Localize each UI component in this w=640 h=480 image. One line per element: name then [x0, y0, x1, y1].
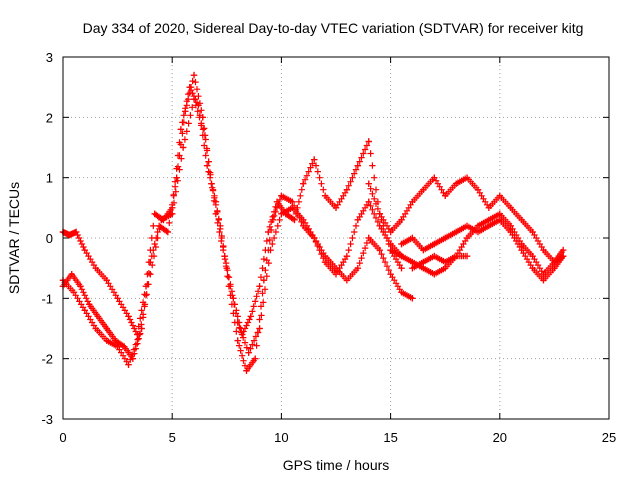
y-tick-label: 0 — [46, 231, 53, 246]
series-trace-4 — [365, 174, 567, 266]
x-axis-label: GPS time / hours — [283, 457, 390, 473]
x-ticks: 0 5 10 15 20 25 — [59, 57, 616, 445]
grid — [63, 57, 609, 419]
series-trace-marks — [365, 174, 567, 266]
y-axis-label: SDTVAR / TECUs — [6, 182, 22, 294]
series-trace-marks — [398, 216, 567, 284]
series-trace-1 — [59, 83, 405, 338]
x-tick-label: 20 — [493, 430, 507, 445]
y-tick-label: 1 — [46, 171, 53, 186]
x-tick-label: 10 — [274, 430, 288, 445]
x-tick-label: 5 — [169, 430, 176, 445]
series-trace-marks — [59, 96, 416, 368]
series-trace-marks — [59, 84, 405, 338]
y-tick-label: 2 — [46, 110, 53, 125]
series-trace-6 — [398, 216, 567, 284]
y-tick-label: -2 — [41, 352, 53, 367]
y-tick-label: -3 — [41, 412, 53, 427]
series-trace-marks — [409, 252, 471, 272]
series-trace-marks — [387, 210, 567, 278]
x-tick-label: 0 — [59, 430, 66, 445]
chart-title: Day 334 of 2020, Sidereal Day-to-day VTE… — [83, 20, 584, 36]
plot-frame — [62, 56, 610, 420]
y-tick-label: 3 — [46, 50, 53, 65]
series-trace-3 — [59, 96, 416, 368]
y-tick-label: -1 — [41, 291, 53, 306]
x-tick-label: 15 — [383, 430, 397, 445]
x-tick-label: 25 — [602, 430, 616, 445]
plot-marks — [59, 71, 567, 374]
series-trace-7 — [409, 252, 471, 272]
